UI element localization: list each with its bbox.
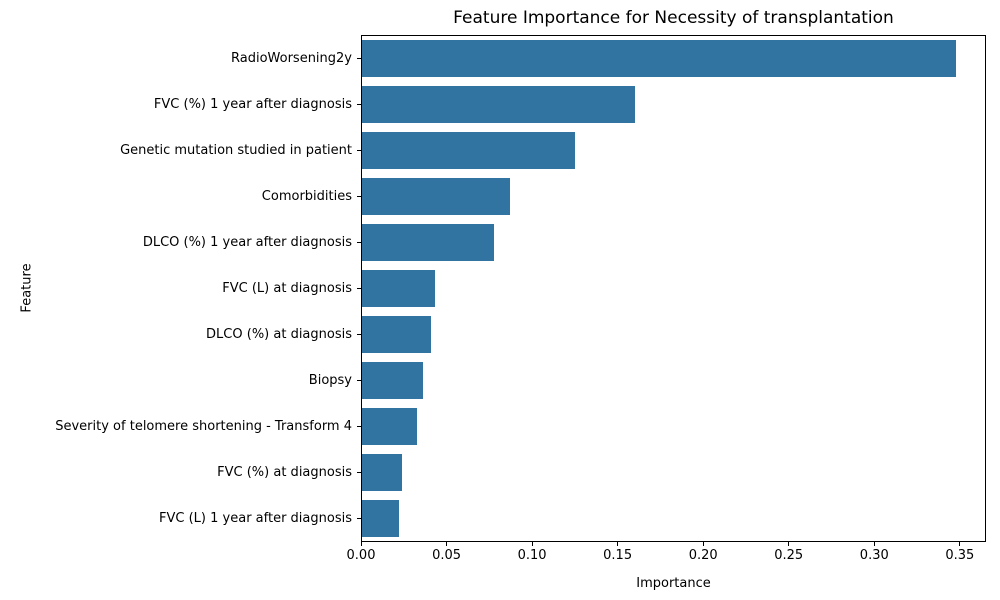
bar (361, 270, 435, 308)
x-tick-mark (788, 542, 790, 546)
y-tick-mark (357, 426, 361, 428)
bar (361, 86, 635, 124)
x-tick-mark (617, 542, 619, 546)
y-tick-mark (357, 104, 361, 106)
y-tick-label: Comorbidities (261, 188, 352, 204)
y-tick-label: DLCO (%) at diagnosis (206, 326, 352, 342)
bar (361, 362, 423, 400)
y-tick-mark (357, 242, 361, 244)
y-tick-mark (357, 58, 361, 60)
x-tick-mark (360, 542, 362, 546)
x-tick-label: 0.35 (945, 548, 975, 563)
bar (361, 500, 399, 538)
x-tick-mark (531, 542, 533, 546)
y-tick-mark (357, 334, 361, 336)
y-tick-label: FVC (L) 1 year after diagnosis (159, 510, 352, 526)
bar (361, 316, 432, 354)
y-tick-label: FVC (%) at diagnosis (217, 464, 352, 480)
y-tick-mark (357, 518, 361, 520)
y-tick-mark (357, 380, 361, 382)
x-tick-mark (702, 542, 704, 546)
x-tick-label: 0.05 (432, 548, 462, 563)
x-tick-label: 0.30 (859, 548, 889, 563)
x-tick-mark (446, 542, 448, 546)
x-tick-mark (873, 542, 875, 546)
y-tick-label: RadioWorsening2y (231, 50, 352, 66)
x-tick-mark (959, 542, 961, 546)
chart-title: Feature Importance for Necessity of tran… (453, 8, 894, 28)
y-tick-label: FVC (%) 1 year after diagnosis (153, 96, 352, 112)
y-tick-label: FVC (L) at diagnosis (222, 280, 352, 296)
y-tick-mark (357, 288, 361, 290)
y-tick-mark (357, 196, 361, 198)
y-tick-label: Genetic mutation studied in patient (120, 142, 352, 158)
bar (361, 178, 510, 216)
y-tick-label: DLCO (%) 1 year after diagnosis (142, 234, 352, 250)
bar (361, 40, 957, 78)
x-tick-label: 0.10 (517, 548, 547, 563)
y-tick-mark (357, 472, 361, 474)
bar (361, 408, 418, 446)
x-tick-label: 0.00 (346, 548, 376, 563)
x-tick-label: 0.25 (774, 548, 804, 563)
bar (361, 224, 495, 262)
y-tick-label: Biopsy (308, 372, 352, 388)
y-tick-label: Severity of telomere shortening - Transf… (55, 418, 352, 434)
y-tick-mark (357, 150, 361, 152)
bar (361, 132, 575, 170)
x-axis-label: Importance (636, 576, 711, 591)
x-tick-label: 0.15 (603, 548, 633, 563)
bar (361, 454, 403, 492)
x-tick-label: 0.20 (688, 548, 718, 563)
